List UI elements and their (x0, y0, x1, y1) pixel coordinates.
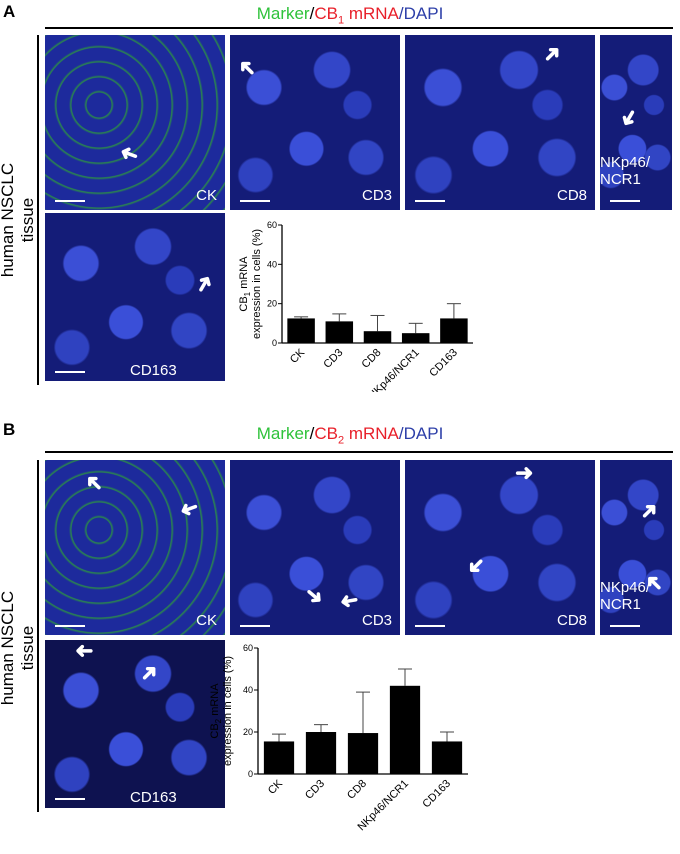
tissue-bracket (37, 460, 39, 812)
micrograph-nkp46: ➜ ➜ NKp46/ NCR1 (600, 460, 672, 635)
micrograph-ck: ➜ ➜ CK (45, 460, 225, 635)
image-label: CD3 (361, 612, 392, 629)
y-tick-label: 0 (248, 769, 253, 779)
sep: / (398, 4, 404, 23)
image-label: CD8 (556, 612, 587, 629)
micrograph-cd8: ➜ ➜ CD8 (405, 460, 595, 635)
x-tick-label: CD163 (420, 778, 453, 811)
bar-cd8 (347, 733, 379, 774)
scale-bar (55, 625, 85, 627)
image-label: NKp46/ NCR1 (600, 154, 651, 188)
micrograph-cd3: ➜ CD3 (230, 35, 400, 210)
bar-ck (263, 741, 295, 774)
micrograph-cd163: ➜ ➜ CD163 (45, 640, 225, 808)
panel-b-title: Marker/CB2 mRNA/DAPI (0, 424, 680, 446)
image-label: CD3 (361, 187, 392, 204)
mrna-text: CB2 mRNA (314, 424, 399, 447)
micrograph-nkp46: ➜ NKp46/ NCR1 (600, 35, 672, 210)
image-label: CD163 (130, 362, 177, 379)
panel-label-a: A (3, 2, 16, 21)
x-tick-label: CD163 (427, 347, 460, 380)
image-label: CD163 (130, 789, 177, 806)
x-tick-label: CD3 (321, 347, 345, 371)
bar-cd3 (305, 732, 337, 774)
y-tick-label: 20 (243, 727, 253, 737)
micrograph-ck: ➜ CK (45, 35, 225, 210)
x-tick-label: CD3 (303, 778, 327, 802)
arrow-icon: ➜ (338, 587, 361, 616)
panel-a-title: Marker/CB1 mRNA/DAPI (0, 4, 680, 26)
y-axis-label-line2: expression in cells (%) (251, 229, 263, 339)
image-label: CK (196, 187, 217, 204)
side-label: human NSCLC tissue (0, 590, 37, 706)
scale-bar (610, 625, 640, 627)
micrograph-cd8: ➜ CD8 (405, 35, 595, 210)
image-label: CK (196, 612, 217, 629)
micrograph-cd3: ➜ ➜ CD3 (230, 460, 400, 635)
arrow-icon: ➜ (75, 640, 94, 664)
image-label: NKp46/ NCR1 (600, 579, 651, 613)
arrow-icon: ➜ (536, 38, 568, 70)
mrna-text: CB1 mRNA (314, 4, 399, 27)
x-tick-label: CK (288, 346, 308, 366)
scale-bar (610, 200, 640, 202)
side-label: human NSCLC tissue (0, 162, 37, 278)
y-tick-label: 60 (267, 220, 277, 230)
x-tick-label: CD8 (360, 347, 384, 371)
scale-bar (415, 200, 445, 202)
tissue-bracket (37, 35, 39, 385)
marker-text: Marker (256, 424, 310, 443)
scale-bar (415, 625, 445, 627)
bar-nkp46-ncr1 (401, 333, 430, 343)
arrow-icon: ➜ (633, 495, 665, 527)
y-tick-label: 0 (272, 338, 277, 348)
title-underline (45, 27, 673, 29)
y-axis-label-line2: expression in cells (%) (222, 656, 234, 766)
sep: / (398, 424, 404, 443)
x-tick-label: CK (266, 777, 286, 797)
x-tick-label: CD8 (345, 778, 369, 802)
y-tick-label: 20 (267, 299, 277, 309)
scale-bar (240, 200, 270, 202)
marker-text: Marker (256, 4, 310, 23)
arrow-icon: ➜ (116, 139, 142, 170)
bar-nkp46-ncr1 (389, 685, 421, 774)
scale-bar (240, 625, 270, 627)
arrow-icon: ➜ (188, 269, 220, 298)
arrow-icon: ➜ (461, 550, 492, 582)
arrow-icon: ➜ (614, 104, 646, 133)
micrograph-cd163: ➜ CD163 (45, 213, 225, 381)
bar-ck (287, 318, 315, 343)
title-underline (45, 451, 673, 453)
image-label: CD8 (556, 187, 587, 204)
y-tick-label: 40 (243, 685, 253, 695)
sep: / (309, 424, 315, 443)
y-tick-label: 40 (267, 259, 277, 269)
arrow-icon: ➜ (515, 460, 534, 485)
y-tick-label: 60 (243, 643, 253, 653)
y-axis-label-line1: CB2 mRNA (209, 683, 223, 739)
arrow-icon: ➜ (133, 657, 165, 689)
sep: / (309, 4, 315, 23)
scale-bar (55, 798, 85, 800)
arrow-icon: ➜ (231, 52, 263, 84)
arrow-icon: ➜ (78, 467, 110, 499)
arrow-icon: ➜ (299, 580, 330, 612)
scale-bar (55, 200, 85, 202)
dapi-text: DAPI (403, 424, 444, 443)
y-axis-label-line1: CB1 mRNA (238, 256, 252, 312)
bar-cd163 (440, 318, 468, 343)
dapi-text: DAPI (403, 4, 444, 23)
panel-label-b: B (3, 420, 16, 439)
scale-bar (55, 371, 85, 373)
bar-cd163 (431, 741, 463, 774)
bar-cd3 (325, 321, 354, 343)
bar-cd8 (363, 331, 392, 343)
arrow-icon: ➜ (176, 494, 203, 525)
